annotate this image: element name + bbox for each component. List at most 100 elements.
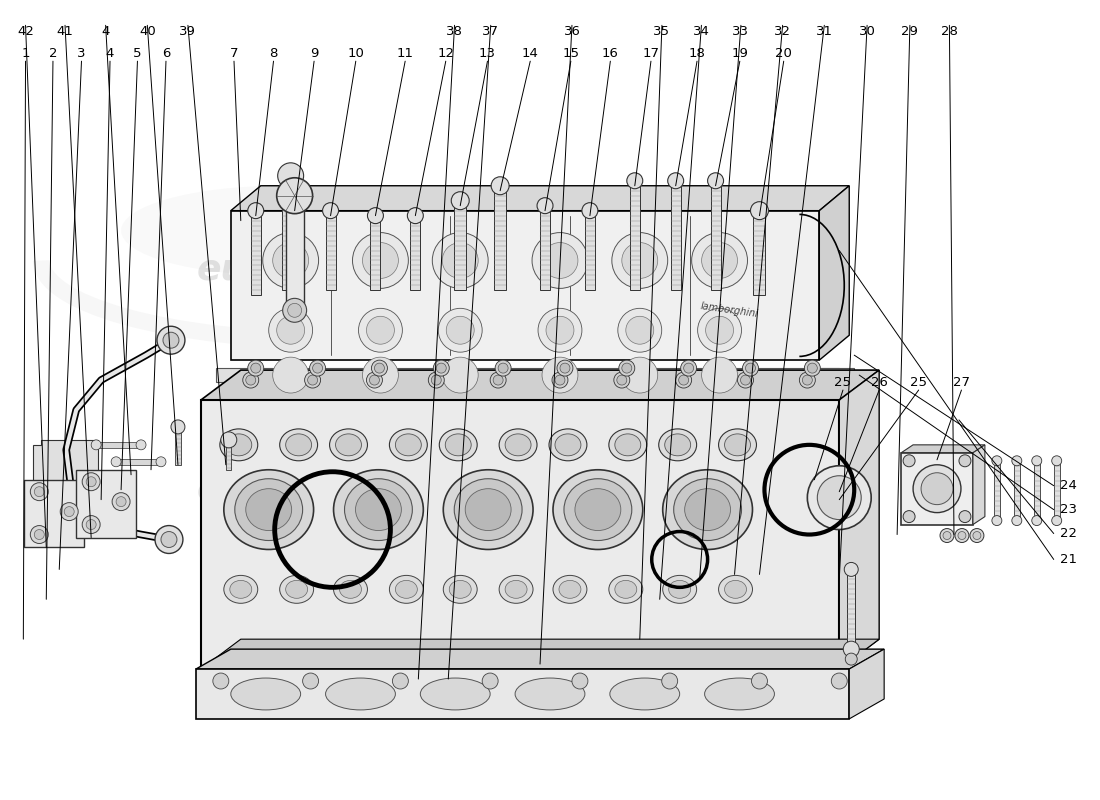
Text: 15: 15	[562, 46, 580, 60]
Circle shape	[442, 242, 478, 278]
Circle shape	[305, 372, 320, 388]
Bar	[282, 176, 299, 290]
Ellipse shape	[355, 489, 402, 530]
Polygon shape	[901, 445, 984, 453]
Polygon shape	[24, 480, 85, 547]
Bar	[454, 201, 466, 290]
Circle shape	[619, 360, 635, 376]
Circle shape	[614, 372, 630, 388]
Circle shape	[617, 375, 627, 385]
Circle shape	[542, 357, 578, 393]
Ellipse shape	[336, 434, 362, 456]
Bar	[630, 181, 640, 290]
Ellipse shape	[609, 678, 680, 710]
Circle shape	[447, 316, 474, 344]
Bar	[711, 181, 720, 290]
Ellipse shape	[609, 429, 647, 461]
Circle shape	[582, 202, 598, 218]
Circle shape	[277, 178, 312, 214]
Ellipse shape	[559, 580, 581, 598]
Circle shape	[737, 372, 754, 388]
Circle shape	[537, 198, 553, 214]
Text: 25: 25	[835, 375, 851, 389]
Circle shape	[498, 363, 508, 373]
Ellipse shape	[286, 580, 308, 598]
Circle shape	[921, 473, 953, 505]
Circle shape	[1032, 515, 1042, 526]
Ellipse shape	[439, 429, 477, 461]
Text: 42: 42	[18, 25, 34, 38]
Ellipse shape	[684, 489, 730, 530]
Text: 25: 25	[910, 375, 927, 389]
Circle shape	[112, 493, 130, 510]
Circle shape	[491, 372, 506, 388]
Ellipse shape	[395, 580, 417, 598]
Circle shape	[627, 173, 642, 189]
Ellipse shape	[333, 470, 424, 550]
Text: 30: 30	[859, 25, 876, 38]
Ellipse shape	[515, 678, 585, 710]
Polygon shape	[33, 440, 98, 505]
Bar	[754, 210, 766, 295]
Circle shape	[491, 177, 509, 194]
Ellipse shape	[505, 580, 527, 598]
Circle shape	[612, 233, 668, 288]
Circle shape	[251, 363, 261, 373]
Circle shape	[34, 486, 44, 497]
Circle shape	[992, 515, 1002, 526]
Circle shape	[277, 316, 305, 344]
Text: 1: 1	[21, 46, 30, 60]
Polygon shape	[820, 186, 849, 360]
Circle shape	[64, 506, 74, 517]
Text: 39: 39	[179, 25, 197, 38]
Circle shape	[560, 363, 570, 373]
Circle shape	[366, 316, 395, 344]
Circle shape	[82, 515, 100, 534]
Ellipse shape	[662, 470, 752, 550]
Circle shape	[832, 673, 847, 689]
Circle shape	[277, 163, 304, 189]
Circle shape	[705, 316, 734, 344]
Circle shape	[248, 202, 264, 218]
Text: 23: 23	[1060, 503, 1077, 516]
Ellipse shape	[230, 580, 252, 598]
Circle shape	[273, 357, 309, 393]
Circle shape	[86, 477, 96, 486]
Circle shape	[662, 673, 678, 689]
Circle shape	[273, 242, 309, 278]
Polygon shape	[201, 400, 839, 669]
Circle shape	[970, 529, 983, 542]
Text: 41: 41	[56, 25, 74, 38]
Circle shape	[363, 242, 398, 278]
Ellipse shape	[465, 489, 512, 530]
Circle shape	[959, 455, 971, 466]
Circle shape	[243, 372, 258, 388]
Circle shape	[288, 303, 301, 318]
Ellipse shape	[395, 434, 421, 456]
Circle shape	[807, 363, 817, 373]
Ellipse shape	[389, 575, 424, 603]
Circle shape	[845, 562, 858, 576]
Ellipse shape	[220, 429, 257, 461]
Text: 33: 33	[733, 25, 749, 38]
Circle shape	[263, 233, 319, 288]
Polygon shape	[231, 186, 849, 210]
Bar	[410, 216, 420, 290]
Circle shape	[702, 242, 737, 278]
Ellipse shape	[440, 186, 759, 275]
Ellipse shape	[223, 470, 314, 550]
Circle shape	[940, 529, 954, 542]
Circle shape	[1012, 456, 1022, 466]
Text: 36: 36	[563, 25, 581, 38]
Ellipse shape	[673, 478, 741, 541]
Bar	[1014, 461, 1020, 521]
Circle shape	[621, 357, 658, 393]
Circle shape	[804, 360, 821, 376]
Bar	[96, 442, 141, 448]
Bar	[226, 440, 231, 470]
Ellipse shape	[279, 429, 318, 461]
Ellipse shape	[564, 478, 631, 541]
Circle shape	[136, 440, 146, 450]
Text: 19: 19	[732, 46, 748, 60]
Ellipse shape	[333, 575, 367, 603]
